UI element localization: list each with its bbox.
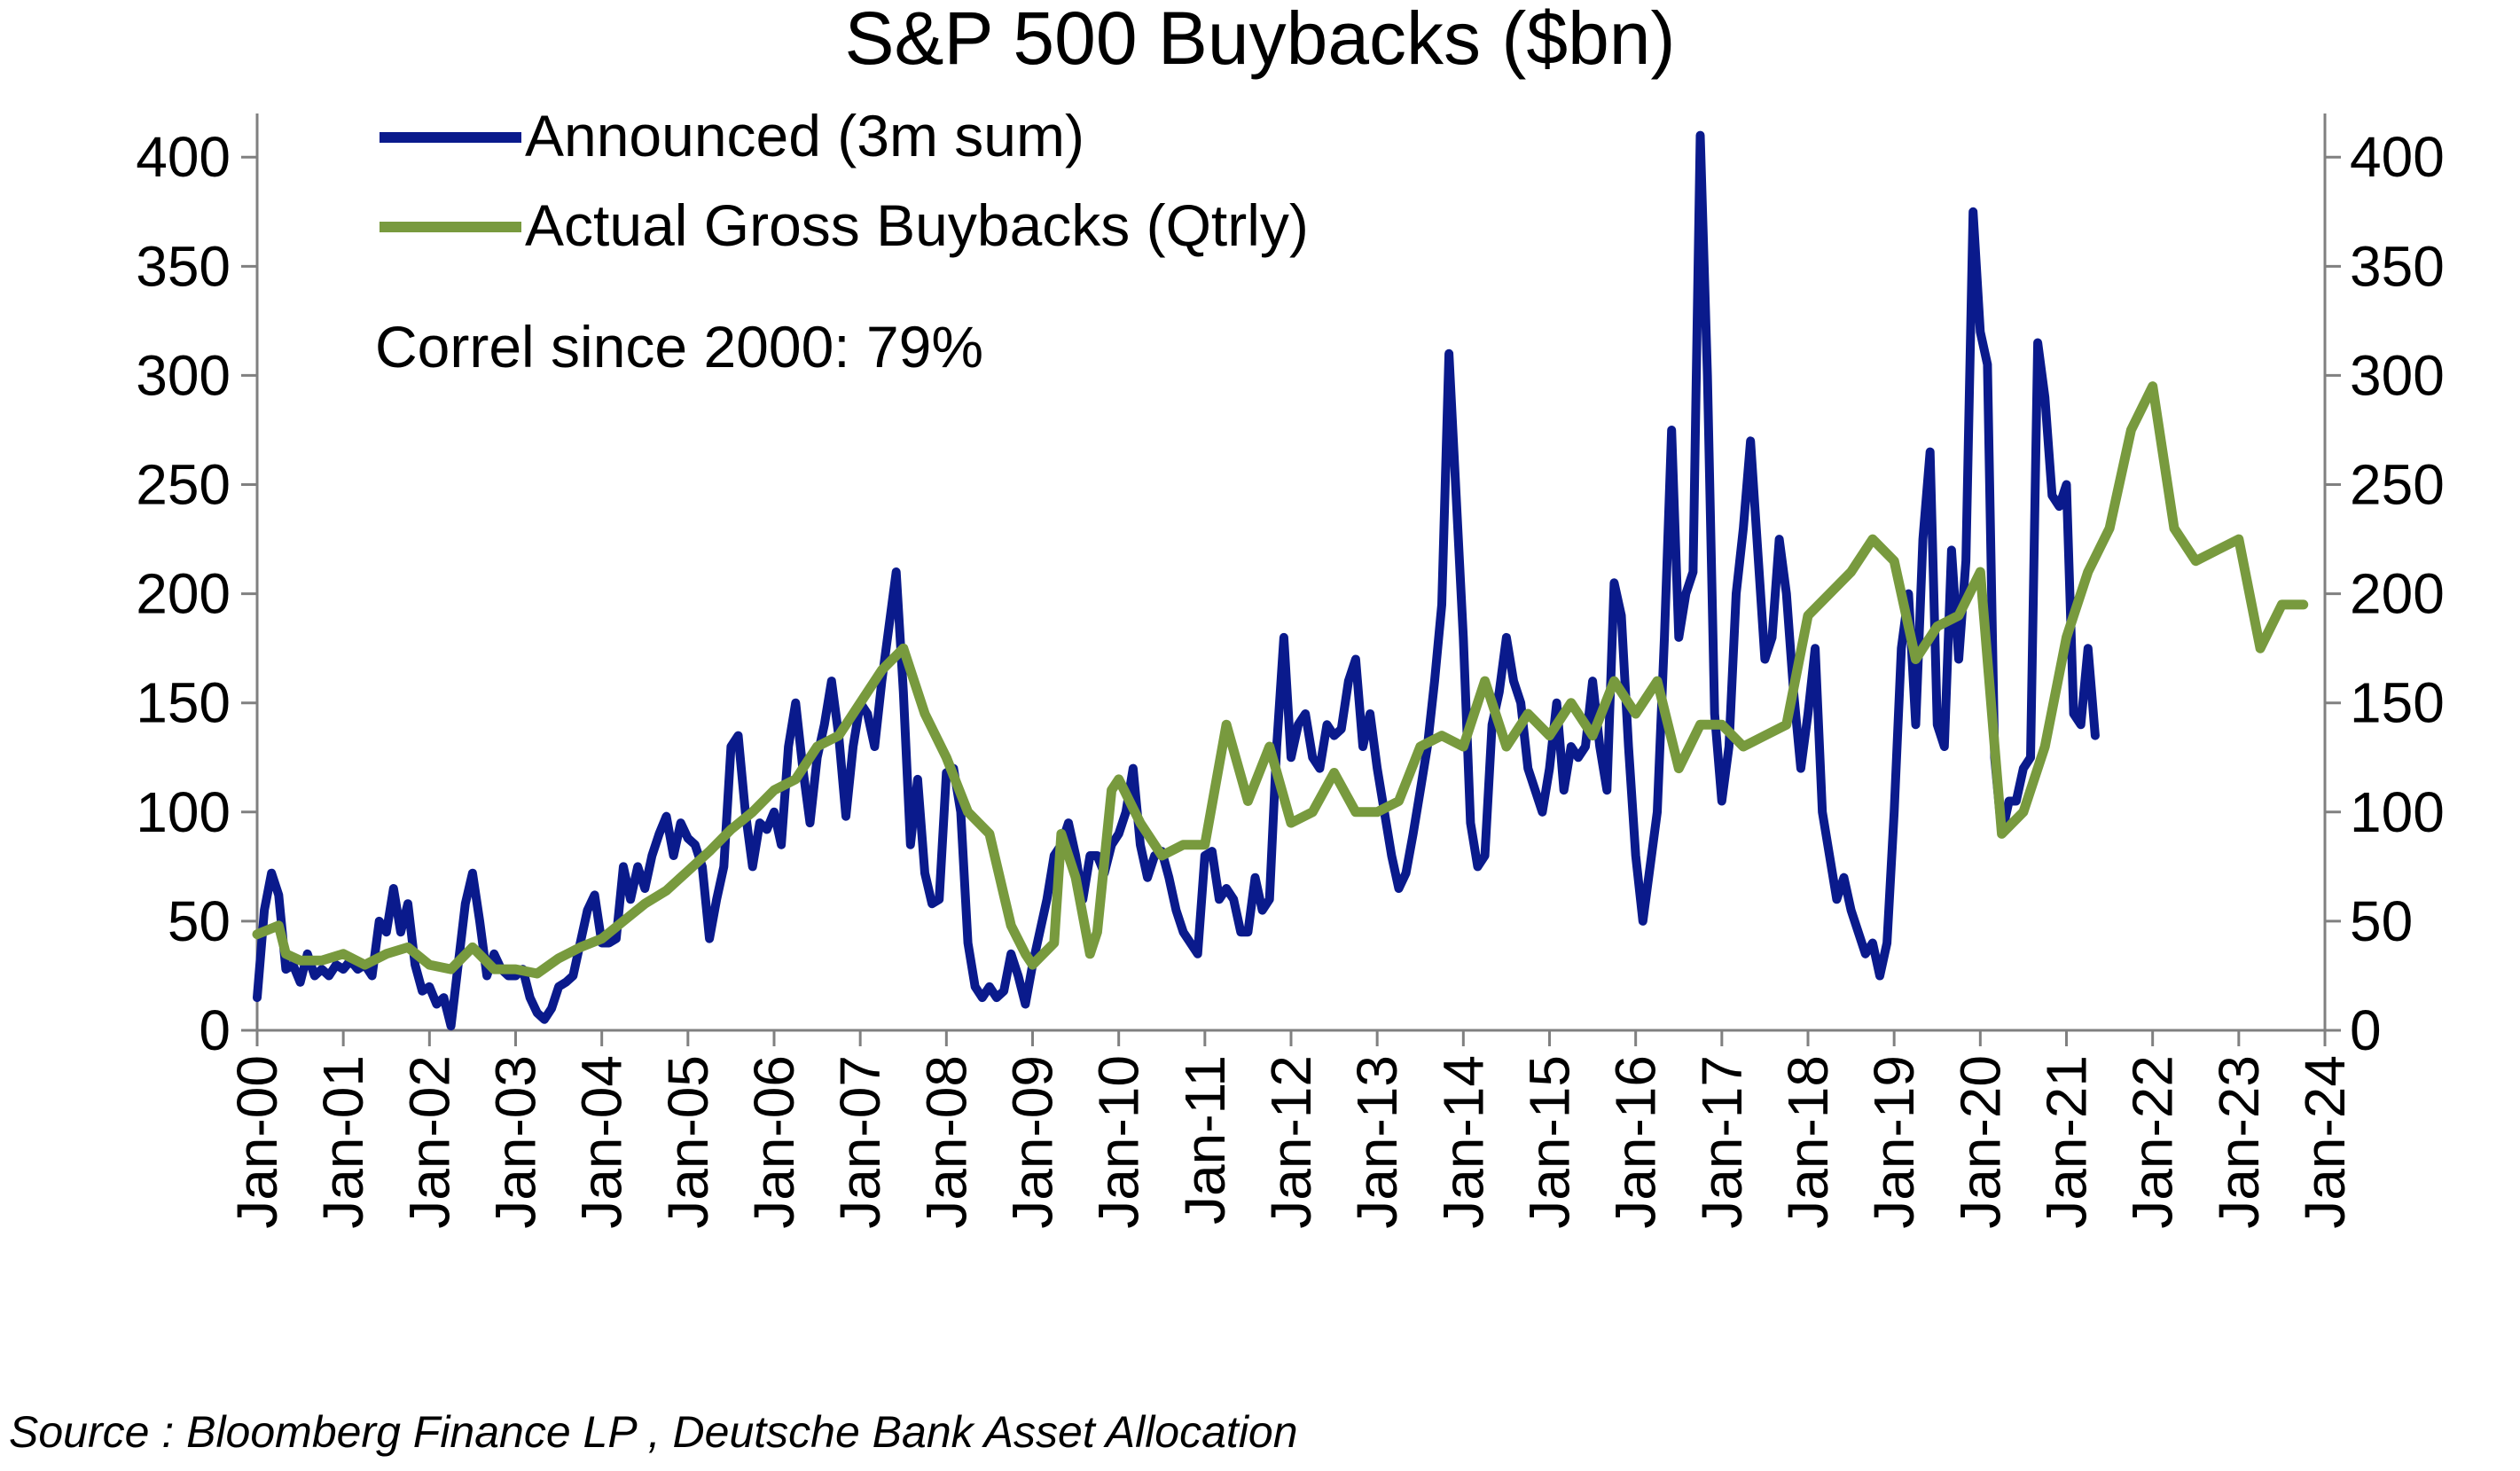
legend-label-announced: Announced (3m sum) <box>525 103 1084 168</box>
series-layer <box>252 130 2309 1031</box>
y-tick-label-left: 200 <box>136 562 231 626</box>
x-tick-label: Jan-23 <box>2207 1055 2271 1229</box>
x-tick-label: Jan-03 <box>484 1055 548 1229</box>
y-tick-label-left: 350 <box>136 234 231 298</box>
y-tick-label-left: 100 <box>136 780 231 844</box>
x-tick-label: Jan-13 <box>1345 1055 1409 1229</box>
y-tick-label-right: 250 <box>2350 453 2445 517</box>
y-tick-label-right: 300 <box>2350 343 2445 407</box>
series-line-actual <box>252 381 2309 979</box>
y-tick-label-right: 100 <box>2350 780 2445 844</box>
y-tick-label-left: 300 <box>136 343 231 407</box>
y-tick-label-right: 350 <box>2350 234 2445 298</box>
x-tick-label: Jan-05 <box>656 1055 720 1229</box>
x-tick-label: Jan-00 <box>225 1055 289 1229</box>
x-tick-label: Jan-09 <box>1001 1055 1065 1229</box>
x-tick-label: Jan-24 <box>2293 1055 2357 1229</box>
right-y-ticks: 0 50 100 150 200 250 300 350 400 <box>2325 125 2445 1062</box>
x-tick-label: Jan-10 <box>1087 1055 1151 1229</box>
y-tick-label-left: 250 <box>136 453 231 517</box>
y-tick-label-right: 0 <box>2350 998 2382 1062</box>
correlation-annotation: Correl since 2000: 79% <box>375 314 983 379</box>
x-tick-label: Jan-02 <box>397 1055 461 1229</box>
y-tick-label-left: 0 <box>199 998 231 1062</box>
y-tick-label-left: 400 <box>136 125 231 189</box>
x-tick-label: Jan-18 <box>1776 1055 1840 1229</box>
y-tick-label-right: 200 <box>2350 562 2445 626</box>
x-tick-label: Jan-12 <box>1259 1055 1323 1229</box>
series-line-announced <box>253 130 2100 1031</box>
x-tick-label: Jan-20 <box>1948 1055 2012 1229</box>
y-tick-label-left: 150 <box>136 671 231 735</box>
y-tick-label-right: 150 <box>2350 671 2445 735</box>
x-tick-label: Jan-15 <box>1518 1055 1582 1229</box>
y-tick-label-left: 50 <box>168 889 231 953</box>
x-tick-label: Jan-01 <box>311 1055 375 1229</box>
y-tick-label-right: 50 <box>2350 889 2413 953</box>
x-ticks: Jan-00 Jan-01 Jan-02 Jan-03 Jan-04 Jan-05 Jan-… <box>225 1030 2357 1229</box>
x-tick-label: Jan-16 <box>1604 1055 1668 1229</box>
x-tick-label: Jan-04 <box>570 1055 634 1229</box>
source-note: Source : Bloomberg Finance LP , Deutsche… <box>9 1407 1298 1457</box>
x-tick-label: Jan-22 <box>2121 1055 2185 1229</box>
left-y-ticks: 0 50 100 150 200 250 300 350 400 <box>136 125 257 1062</box>
x-tick-label: Jan-11 <box>1173 1055 1237 1225</box>
chart-title: S&P 500 Buybacks ($bn) <box>844 0 1675 80</box>
x-tick-label: Jan-17 <box>1690 1055 1754 1229</box>
x-tick-label: Jan-14 <box>1431 1055 1495 1229</box>
y-tick-label-right: 400 <box>2350 125 2445 189</box>
x-tick-label: Jan-08 <box>914 1055 978 1229</box>
x-tick-label: Jan-07 <box>828 1055 892 1229</box>
x-tick-label: Jan-06 <box>742 1055 806 1229</box>
x-tick-label: Jan-21 <box>2035 1055 2099 1229</box>
legend-label-actual: Actual Gross Buybacks (Qtrly) <box>525 192 1309 258</box>
x-tick-label: Jan-19 <box>1862 1055 1926 1229</box>
legend: Announced (3m sum) Actual Gross Buybacks… <box>380 103 1309 258</box>
